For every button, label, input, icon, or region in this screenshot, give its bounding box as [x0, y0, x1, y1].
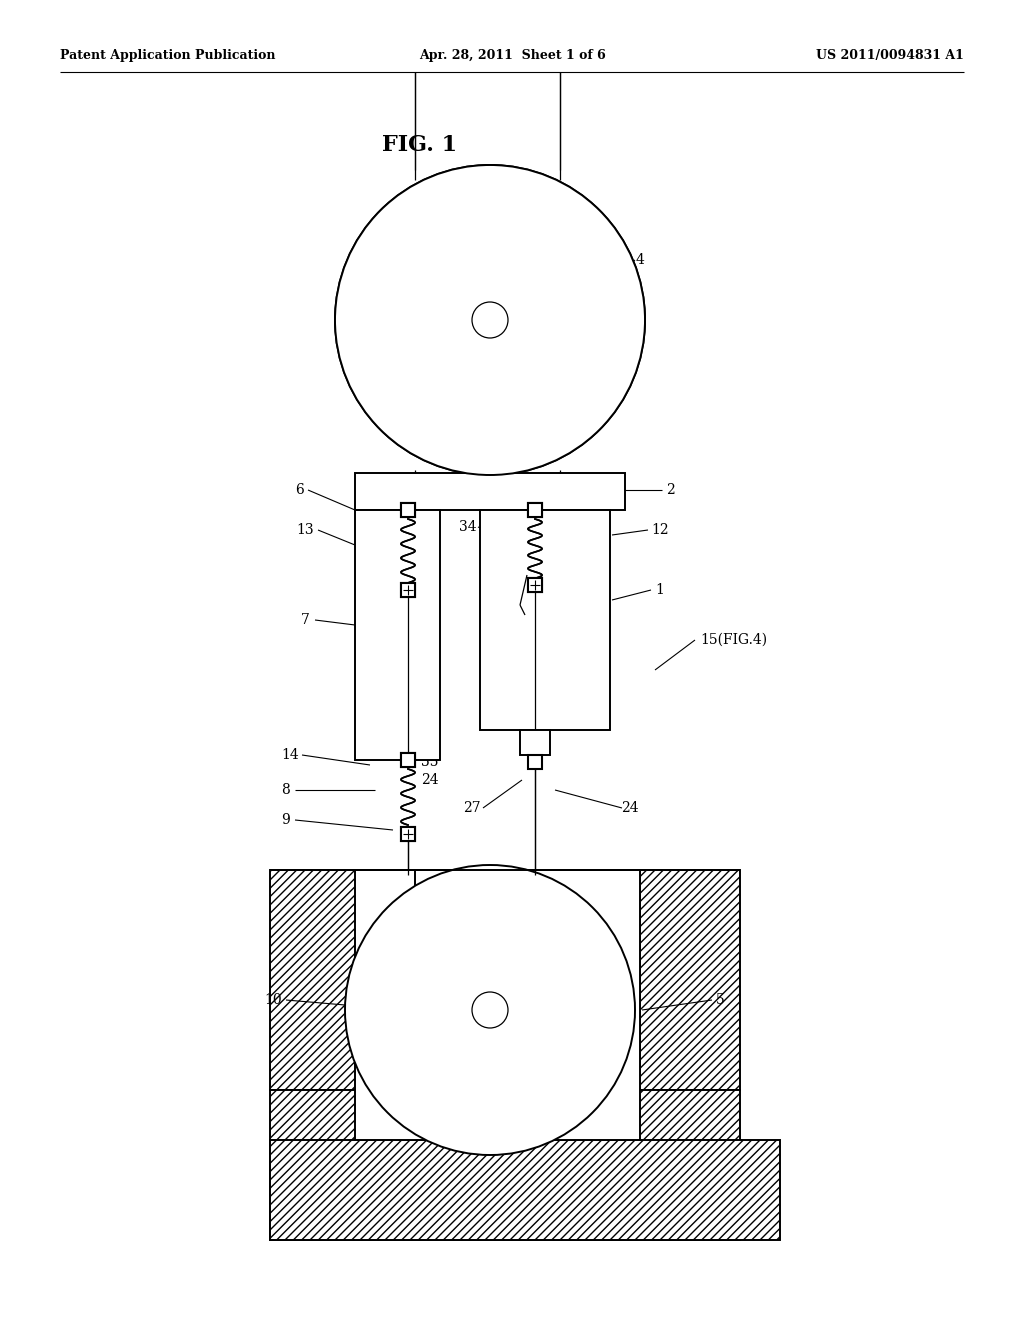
Ellipse shape	[472, 993, 508, 1028]
Text: Apr. 28, 2011  Sheet 1 of 6: Apr. 28, 2011 Sheet 1 of 6	[419, 49, 605, 62]
Text: US 2011/0094831 A1: US 2011/0094831 A1	[816, 49, 964, 62]
Bar	[401, 503, 415, 517]
Text: 15(FIG.4): 15(FIG.4)	[700, 634, 767, 647]
Bar	[355, 473, 625, 510]
Bar	[270, 1090, 740, 1239]
Bar	[355, 870, 640, 1140]
Ellipse shape	[472, 302, 508, 338]
Bar	[480, 510, 610, 730]
Bar	[528, 503, 542, 517]
Text: 14: 14	[282, 748, 299, 762]
Bar	[640, 870, 740, 1090]
Bar	[528, 503, 542, 517]
Text: 34: 34	[459, 520, 477, 535]
Text: 10: 10	[264, 993, 282, 1007]
Text: 3: 3	[621, 308, 630, 322]
Ellipse shape	[345, 865, 635, 1155]
Bar	[401, 752, 415, 767]
Text: 1: 1	[655, 583, 665, 597]
Text: Patent Application Publication: Patent Application Publication	[60, 49, 275, 62]
Bar	[528, 578, 542, 591]
Bar	[401, 503, 415, 517]
Text: 13: 13	[296, 523, 313, 537]
Ellipse shape	[335, 165, 645, 475]
Ellipse shape	[472, 302, 508, 338]
Text: 24: 24	[412, 480, 429, 494]
Bar	[401, 828, 415, 841]
Text: 24: 24	[622, 801, 639, 814]
Bar	[270, 1140, 780, 1239]
Text: 9: 9	[281, 813, 290, 828]
Text: 12: 12	[651, 523, 669, 537]
Text: 35: 35	[421, 755, 438, 770]
Ellipse shape	[335, 165, 645, 475]
Bar	[528, 755, 542, 770]
Bar	[401, 752, 415, 767]
Text: 2: 2	[666, 483, 675, 498]
Text: 35: 35	[356, 480, 374, 494]
Bar	[528, 578, 542, 591]
Text: 8: 8	[281, 783, 290, 797]
Text: 6: 6	[296, 483, 304, 498]
Bar	[401, 583, 415, 597]
Text: 35: 35	[500, 480, 517, 494]
Text: -24: -24	[561, 480, 584, 494]
Bar	[355, 510, 440, 760]
Text: 4: 4	[636, 253, 644, 267]
Text: 7: 7	[301, 612, 309, 627]
Text: FIG. 1: FIG. 1	[382, 135, 458, 156]
Text: 24: 24	[421, 774, 439, 787]
Bar	[401, 583, 415, 597]
Bar	[401, 828, 415, 841]
Bar	[520, 730, 550, 755]
Text: 5: 5	[716, 993, 724, 1007]
Text: 27: 27	[463, 801, 481, 814]
Bar	[270, 870, 415, 1090]
